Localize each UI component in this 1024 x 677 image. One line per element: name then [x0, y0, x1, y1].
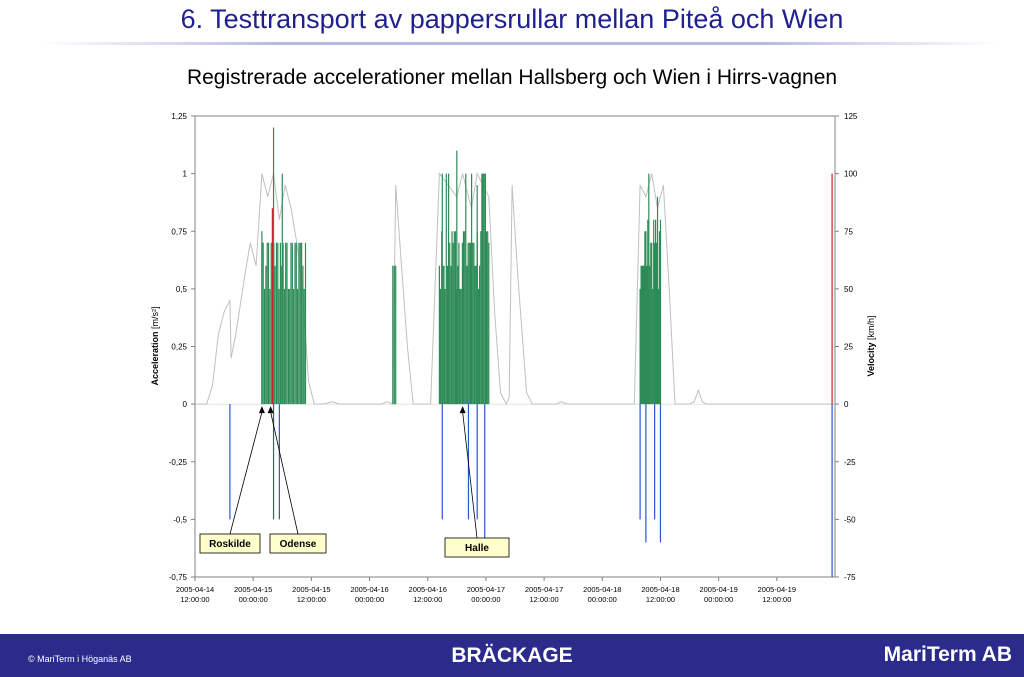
annotation-label: Odense: [280, 539, 317, 550]
y2-tick-label: 0: [844, 400, 849, 409]
annotation-arrowhead: [267, 406, 274, 414]
y-tick-label: 0,5: [176, 285, 188, 294]
annotation-odense: Odense: [267, 406, 327, 554]
y-tick-label: 1,25: [171, 112, 187, 121]
velocity-series: [195, 172, 835, 406]
acceleration-series: [229, 127, 833, 577]
x-tick-label: 2005-04-14 12:00:00: [176, 585, 214, 604]
y-axis-right: 125 100 75 50 25 0 -25 -50 -75: [835, 112, 858, 582]
annotation-box: [444, 537, 510, 558]
x-tick-label: 2005-04-16 00:00:00: [350, 585, 388, 604]
y-tick-label: 0,75: [171, 227, 187, 236]
annotations: Roskilde Odense Halle: [199, 406, 510, 558]
y2-tick-label: 25: [844, 343, 853, 352]
annotation-box: [199, 533, 261, 554]
y2-tick-label: -75: [844, 573, 856, 582]
y2-tick-label: 50: [844, 285, 853, 294]
y-tick-label: 1: [183, 170, 188, 179]
x-tick-label: 2005-04-17 12:00:00: [525, 585, 563, 604]
x-tick-label: 2005-04-19 12:00:00: [758, 585, 796, 604]
y2-tick-label: 125: [844, 112, 858, 121]
velocity-line: [195, 172, 835, 406]
x-tick-label: 2005-04-15 00:00:00: [234, 585, 272, 604]
y2-axis-label: Velocity [km/h]: [866, 315, 876, 376]
annotation-leader: [270, 412, 299, 535]
annotation-arrowhead: [258, 406, 265, 414]
footer-topic: BRÄCKAGE: [451, 644, 573, 667]
y-tick-label: 0,25: [171, 343, 187, 352]
y-tick-label: -0,25: [169, 458, 188, 467]
y2-tick-label: 100: [844, 170, 858, 179]
x-tick-label: 2005-04-17 00:00:00: [467, 585, 505, 604]
x-tick-label: 2005-04-18 12:00:00: [641, 585, 679, 604]
acceleration-chart: 1,25 1 0,75 0,5 0,25 0 -0,25 -0,5 -0,75 125 100 75…: [150, 112, 876, 604]
annotation-box: [269, 533, 327, 554]
x-tick-label: 2005-04-16 12:00:00: [409, 585, 447, 604]
x-tick-label: 2005-04-19 00:00:00: [699, 585, 737, 604]
y2-tick-label: -50: [844, 515, 856, 524]
chart-title: Registrerade accelerationer mellan Halls…: [186, 66, 838, 89]
y2-tick-label: 75: [844, 227, 853, 236]
title-divider: [40, 42, 1000, 45]
annotation-leader: [229, 412, 263, 535]
slide-title: 6. Testtransport av pappersrullar mellan…: [180, 4, 844, 34]
x-tick-label: 2005-04-18 00:00:00: [583, 585, 621, 604]
y-axis-label: Acceleration [m/s²]: [150, 306, 160, 385]
annotation-leader: [462, 412, 478, 539]
y-tick-label: -0,75: [169, 573, 188, 582]
annotation-label: Roskilde: [209, 539, 251, 550]
annotation-halle: Halle: [444, 406, 510, 558]
footer-bar: © MariTerm i Höganäs AB BRÄCKAGE MariTer…: [0, 634, 1024, 677]
y-tick-label: 0: [183, 400, 188, 409]
y2-tick-label: -25: [844, 458, 856, 467]
annotation-label: Halle: [465, 543, 489, 554]
footer-copyright: © MariTerm i Höganäs AB: [28, 654, 132, 664]
annotation-roskilde: Roskilde: [199, 406, 265, 554]
annotation-arrowhead: [459, 406, 466, 414]
y-tick-label: -0,5: [173, 515, 187, 524]
x-tick-label: 2005-04-15 12:00:00: [292, 585, 330, 604]
y-axis-left: 1,25 1 0,75 0,5 0,25 0 -0,25 -0,5 -0,75: [169, 112, 195, 582]
x-axis: 2005-04-14 12:00:00 2005-04-15 00:00:00 2005…: [176, 577, 796, 604]
footer-brand-logo: MariTerm AB: [883, 643, 1012, 666]
